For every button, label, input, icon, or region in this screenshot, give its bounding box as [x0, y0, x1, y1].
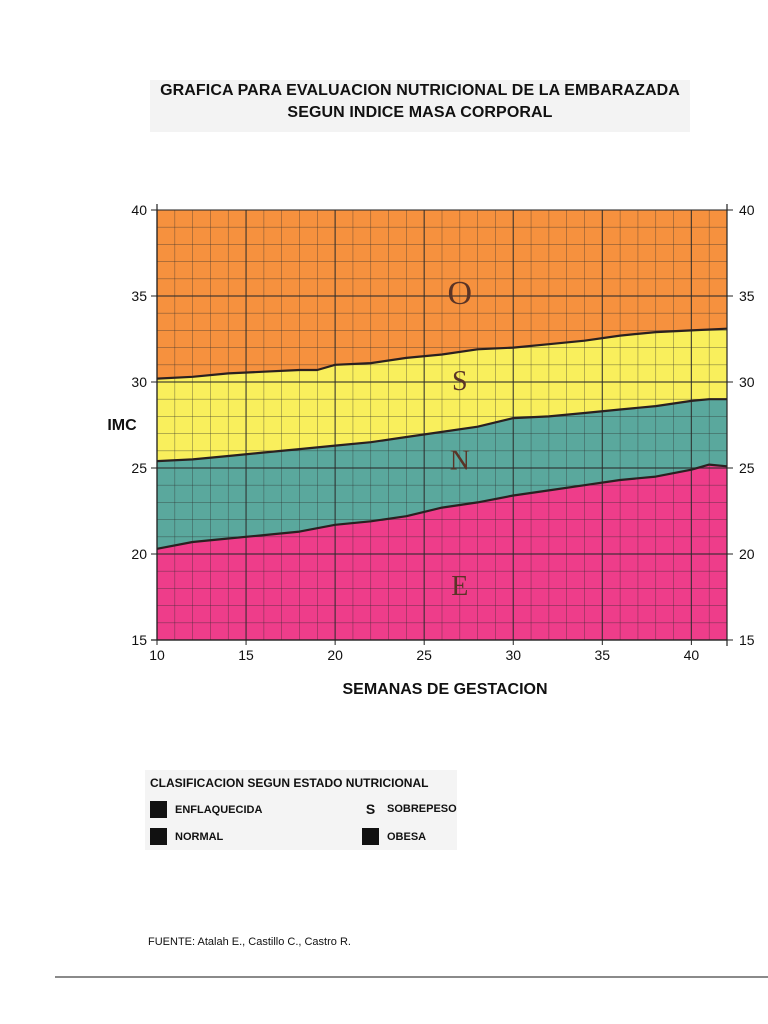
- x-tick-label: 35: [595, 647, 611, 663]
- y-tick-label-right: 30: [739, 374, 755, 390]
- source-note: FUENTE: Atalah E., Castillo C., Castro R…: [148, 936, 351, 948]
- y-tick-label: 35: [131, 288, 147, 304]
- y-tick-label-right: 15: [739, 632, 755, 648]
- y-tick-label-right: 25: [739, 460, 755, 476]
- x-tick-label: 30: [505, 647, 521, 663]
- x-axis-label: SEMANAS DE GESTACION: [342, 681, 547, 698]
- y-tick-label-right: 35: [739, 288, 755, 304]
- chart-title-line-2: SEGUN INDICE MASA CORPORAL: [287, 104, 553, 121]
- legend: CLASIFICACION SEGUN ESTADO NUTRICIONAL E…: [145, 770, 457, 850]
- chart-title-line-1: GRAFICA PARA EVALUACION NUTRICIONAL DE L…: [160, 82, 680, 99]
- legend-square-icon: [150, 801, 167, 818]
- zone-letter-o: O: [448, 275, 473, 312]
- boundary-lines-layer: [156, 327, 728, 550]
- zone-letter-e: E: [451, 571, 468, 602]
- y-axis-label: IMC: [107, 417, 137, 434]
- x-tick-label: 40: [684, 647, 700, 663]
- y-tick-label: 30: [131, 374, 147, 390]
- x-tick-label: 15: [238, 647, 254, 663]
- x-tick-label: 20: [327, 647, 343, 663]
- y-tick-label: 20: [131, 546, 147, 562]
- legend-square-icon: [362, 828, 379, 845]
- legend-item-enflaquecida: ENFLAQUECIDA: [150, 801, 262, 818]
- labels-layer: SEMANAS DE GESTACION IMC E N S O: [107, 275, 547, 698]
- legend-item-sobrepeso: S SOBREPESO: [362, 801, 457, 817]
- legend-heading: CLASIFICACION SEGUN ESTADO NUTRICIONAL: [150, 776, 429, 790]
- y-tick-label-right: 20: [739, 546, 755, 562]
- legend-letter-marker: S: [365, 801, 376, 817]
- legend-label: SOBREPESO: [387, 803, 457, 815]
- legend-label: OBESA: [387, 830, 427, 843]
- zone-letter-s: S: [452, 366, 468, 397]
- y-tick-label-right: 40: [739, 202, 755, 218]
- boundary-line-2: [156, 398, 727, 463]
- zone-letter-n: N: [450, 445, 470, 476]
- x-tick-label: 10: [149, 647, 165, 663]
- y-tick-label: 15: [131, 632, 147, 648]
- bottom-divider: [55, 976, 768, 978]
- legend-label: NORMAL: [175, 830, 224, 843]
- y-tick-label: 40: [131, 202, 147, 218]
- title-box: GRAFICA PARA EVALUACION NUTRICIONAL DE L…: [150, 80, 690, 132]
- y-tick-label: 25: [131, 460, 147, 476]
- boundary-line-1: [156, 463, 728, 550]
- boundary-line-3: [156, 327, 728, 380]
- legend-item-obesa: OBESA: [362, 828, 426, 845]
- x-tick-label: 25: [416, 647, 432, 663]
- legend-label: ENFLAQUECIDA: [175, 803, 263, 816]
- legend-square-icon: [150, 828, 167, 845]
- legend-item-normal: NORMAL: [150, 828, 223, 845]
